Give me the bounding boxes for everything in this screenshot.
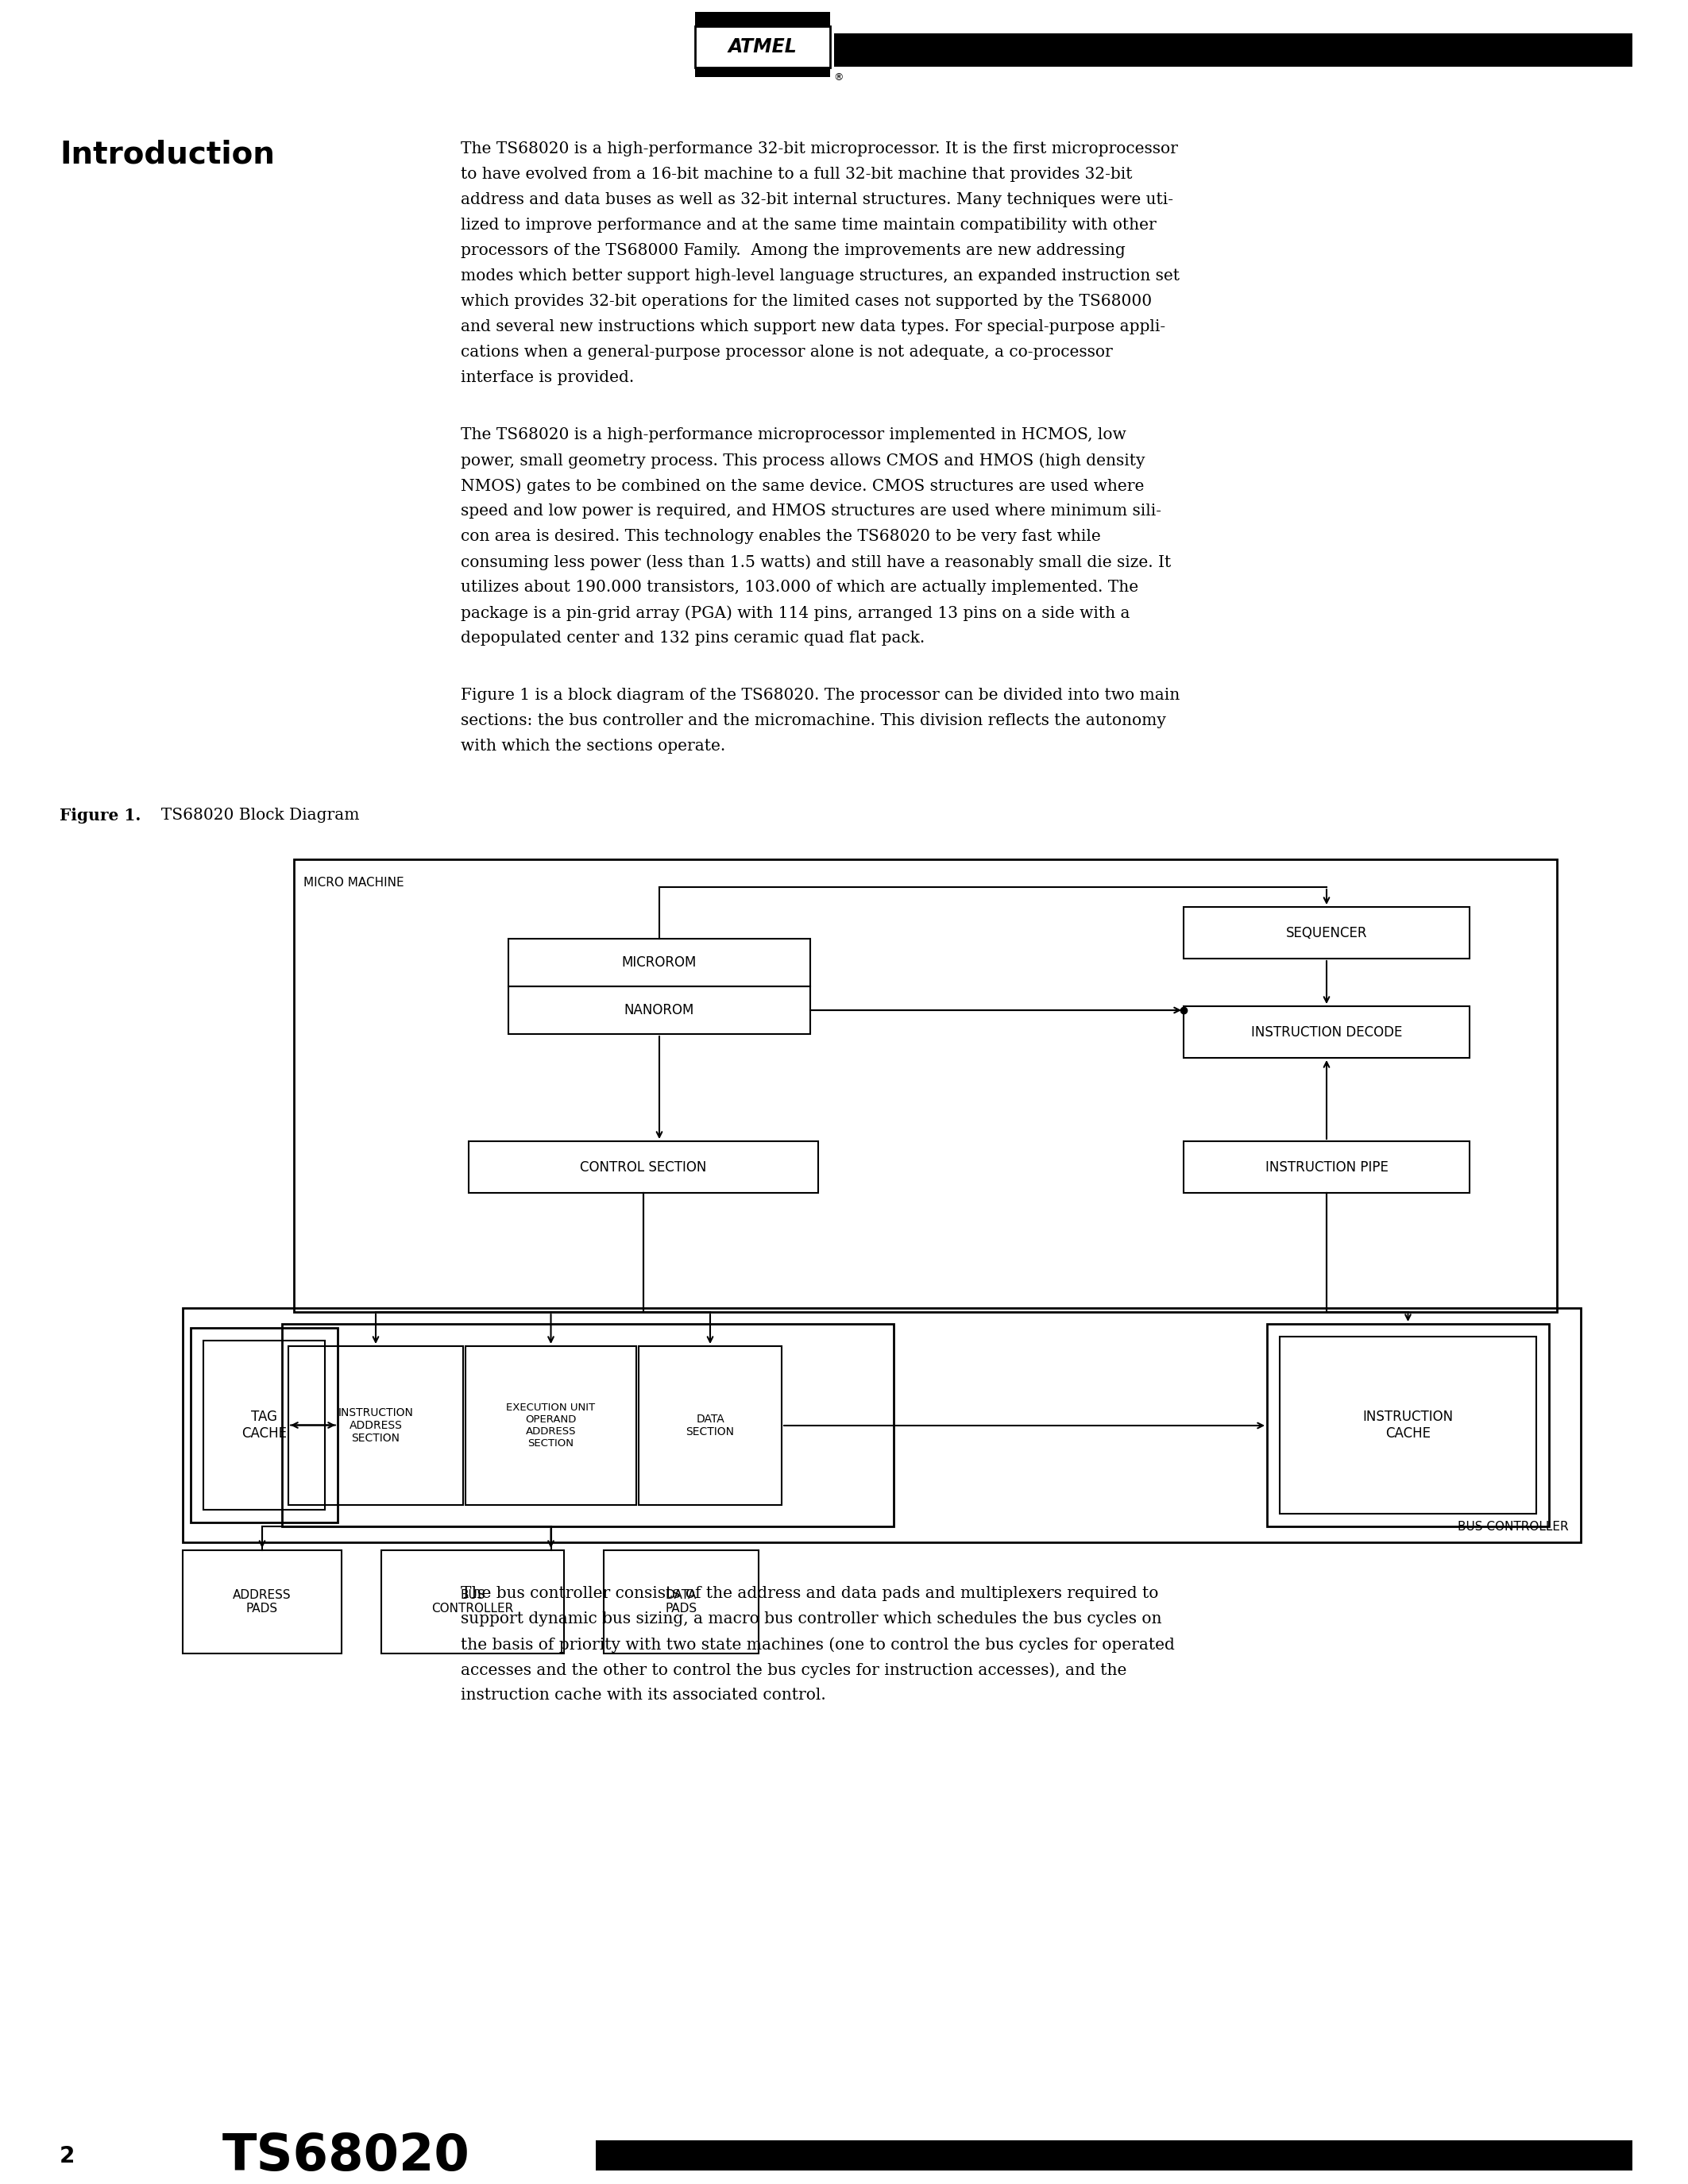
Text: utilizes about 190.000 transistors, 103.000 of which are actually implemented. T: utilizes about 190.000 transistors, 103.… [461, 579, 1138, 594]
Text: con area is desired. This technology enables the TS68020 to be very fast while: con area is desired. This technology ena… [461, 529, 1101, 544]
Text: DATA
SECTION: DATA SECTION [685, 1413, 734, 1437]
Text: EXECUTION UNIT
OPERAND
ADDRESS
SECTION: EXECUTION UNIT OPERAND ADDRESS SECTION [506, 1402, 596, 1448]
Text: support dynamic bus sizing, a macro bus controller which schedules the bus cycle: support dynamic bus sizing, a macro bus … [461, 1612, 1161, 1627]
Text: depopulated center and 132 pins ceramic quad flat pack.: depopulated center and 132 pins ceramic … [461, 631, 925, 646]
Text: Figure 1 is a block diagram of the TS68020. The processor can be divided into tw: Figure 1 is a block diagram of the TS680… [461, 688, 1180, 703]
Text: The bus controller consists of the address and data pads and multiplexers requir: The bus controller consists of the addre… [461, 1586, 1158, 1601]
Text: sections: the bus controller and the micromachine. This division reflects the au: sections: the bus controller and the mic… [461, 714, 1166, 727]
Text: The TS68020 is a high-performance 32-bit microprocessor. It is the first micropr: The TS68020 is a high-performance 32-bit… [461, 142, 1178, 157]
Bar [834, 33, 1632, 68]
Bar [604, 1551, 758, 1653]
Bar [638, 1345, 782, 1505]
Text: ADDRESS
PADS: ADDRESS PADS [233, 1590, 292, 1614]
Text: and several new instructions which support new data types. For special-purpose a: and several new instructions which suppo… [461, 319, 1165, 334]
Text: CONTROL SECTION: CONTROL SECTION [581, 1160, 707, 1175]
Bar [695, 68, 830, 76]
Text: INSTRUCTION DECODE: INSTRUCTION DECODE [1251, 1024, 1403, 1040]
Text: to have evolved from a 16-bit machine to a full 32-bit machine that provides 32-: to have evolved from a 16-bit machine to… [461, 166, 1133, 181]
Text: NMOS) gates to be combined on the same device. CMOS structures are used where: NMOS) gates to be combined on the same d… [461, 478, 1144, 494]
Text: the basis of priority with two state machines (one to control the bus cycles for: the basis of priority with two state mac… [461, 1636, 1175, 1653]
Bar [282, 1324, 893, 1527]
Text: BUS CONTROLLER: BUS CONTROLLER [1458, 1520, 1568, 1533]
Text: BUS
CONTROLLER: BUS CONTROLLER [432, 1590, 513, 1614]
Bar [289, 1345, 463, 1505]
Text: SEQUENCER: SEQUENCER [1286, 926, 1367, 939]
Text: ®: ® [834, 72, 844, 83]
Bar [1183, 906, 1470, 959]
Text: 2: 2 [59, 2145, 74, 2167]
Bar [508, 987, 810, 1033]
Text: INSTRUCTION PIPE: INSTRUCTION PIPE [1264, 1160, 1388, 1175]
Bar [191, 1328, 338, 1522]
Text: lized to improve performance and at the same time maintain compatibility with ot: lized to improve performance and at the … [461, 218, 1156, 234]
Text: ATMEL: ATMEL [728, 37, 797, 57]
Text: consuming less power (less than 1.5 watts) and still have a reasonably small die: consuming less power (less than 1.5 watt… [461, 555, 1171, 570]
Text: package is a pin-grid array (PGA) with 114 pins, arranged 13 pins on a side with: package is a pin-grid array (PGA) with 1… [461, 605, 1129, 620]
Text: INSTRUCTION
ADDRESS
SECTION: INSTRUCTION ADDRESS SECTION [338, 1406, 414, 1444]
Text: TAG
CACHE: TAG CACHE [241, 1409, 287, 1441]
Text: modes which better support high-level language structures, an expanded instructi: modes which better support high-level la… [461, 269, 1180, 284]
Bar [466, 1345, 636, 1505]
Text: MICROROM: MICROROM [621, 954, 697, 970]
Text: speed and low power is required, and HMOS structures are used where minimum sili: speed and low power is required, and HMO… [461, 505, 1161, 518]
Bar [1268, 1324, 1550, 1527]
Text: accesses and the other to control the bus cycles for instruction accesses), and : accesses and the other to control the bu… [461, 1662, 1126, 1677]
Text: cations when a general-purpose processor alone is not adequate, a co-processor: cations when a general-purpose processor… [461, 345, 1112, 360]
Bar [294, 858, 1556, 1313]
Text: processors of the TS68000 Family.  Among the improvements are new addressing: processors of the TS68000 Family. Among … [461, 242, 1126, 258]
Bar [695, 26, 830, 68]
Text: TS68020: TS68020 [223, 2132, 469, 2182]
Text: Figure 1.: Figure 1. [59, 808, 140, 823]
Text: instruction cache with its associated control.: instruction cache with its associated co… [461, 1688, 825, 1704]
Text: INSTRUCTION
CACHE: INSTRUCTION CACHE [1362, 1409, 1453, 1441]
Text: TS68020 Block Diagram: TS68020 Block Diagram [150, 808, 360, 823]
Text: MICRO MACHINE: MICRO MACHINE [304, 876, 403, 889]
Bar [203, 1341, 324, 1509]
Text: Introduction: Introduction [59, 140, 275, 168]
Bar [182, 1551, 341, 1653]
Text: The TS68020 is a high-performance microprocessor implemented in HCMOS, low: The TS68020 is a high-performance microp… [461, 428, 1126, 443]
Bar [1183, 1007, 1470, 1057]
Text: address and data buses as well as 32-bit internal structures. Many techniques we: address and data buses as well as 32-bit… [461, 192, 1173, 207]
Text: NANOROM: NANOROM [625, 1002, 694, 1018]
Text: interface is provided.: interface is provided. [461, 369, 635, 384]
Bar [182, 1308, 1580, 1542]
Bar [1280, 1337, 1536, 1514]
Bar [469, 1142, 819, 1192]
Bar [695, 11, 830, 26]
Text: power, small geometry process. This process allows CMOS and HMOS (high density: power, small geometry process. This proc… [461, 452, 1144, 467]
Bar [381, 1551, 564, 1653]
Bar [1183, 1142, 1470, 1192]
Text: DATA
PADS: DATA PADS [665, 1590, 697, 1614]
Text: 2115A-HIREL-07/02: 2115A-HIREL-07/02 [1516, 2160, 1632, 2173]
Text: which provides 32-bit operations for the limited cases not supported by the TS68: which provides 32-bit operations for the… [461, 295, 1151, 308]
Bar [508, 939, 810, 987]
Text: with which the sections operate.: with which the sections operate. [461, 738, 726, 753]
Bar [596, 2140, 1632, 2171]
